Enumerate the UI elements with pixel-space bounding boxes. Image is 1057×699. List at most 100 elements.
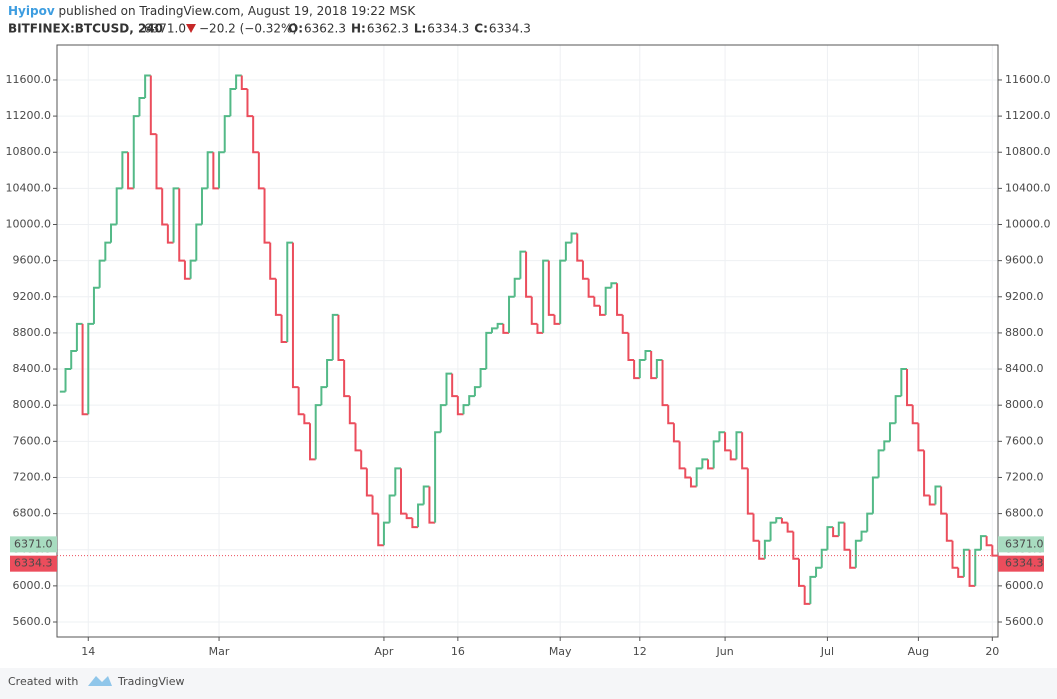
published: published on TradingView.com, August 19,…	[58, 4, 416, 18]
step	[587, 278, 595, 298]
step	[661, 360, 669, 407]
y-tick-label: 9200.0	[13, 290, 52, 303]
step	[729, 450, 737, 461]
x-tick-label: 14	[81, 645, 95, 658]
step	[286, 241, 293, 342]
x-tick-label: May	[549, 645, 572, 658]
step	[212, 152, 220, 190]
step	[519, 250, 527, 279]
step	[934, 485, 942, 505]
x-tick-label: Apr	[374, 645, 394, 658]
step	[888, 422, 896, 442]
step	[110, 223, 117, 243]
y-tick-label: 8000.0	[13, 398, 52, 411]
y-tick-label: 8400.0	[13, 362, 52, 375]
step	[616, 283, 623, 316]
price-box	[998, 536, 1044, 553]
step	[195, 223, 202, 261]
step	[473, 386, 481, 397]
step	[655, 359, 663, 379]
step	[735, 431, 743, 460]
step	[377, 513, 384, 547]
y-tick-label: 11600.0	[1005, 73, 1051, 86]
step	[968, 549, 976, 587]
step	[917, 423, 925, 452]
y-tick-label: 11600.0	[6, 73, 52, 86]
step	[263, 188, 271, 244]
y-tick-label: 10800.0	[6, 145, 52, 158]
y-tick-label: 8000.0	[1005, 398, 1044, 411]
step	[820, 548, 828, 568]
price-box	[10, 536, 57, 553]
y-tick-label: 8800.0	[1005, 326, 1044, 339]
step	[763, 539, 771, 559]
step	[746, 468, 754, 515]
step	[627, 332, 635, 362]
step	[513, 277, 521, 297]
y-tick-label: 10000.0	[6, 218, 52, 231]
step	[701, 458, 709, 469]
step	[985, 536, 993, 547]
step	[269, 242, 276, 280]
step	[121, 151, 129, 189]
step	[206, 151, 214, 189]
step	[633, 360, 640, 380]
ohlc-key: H:	[351, 22, 366, 36]
y-tick-label: 10400.0	[1005, 181, 1051, 194]
price-label: 6371.0	[14, 537, 53, 550]
x-tick-label: Aug	[908, 645, 929, 658]
step	[115, 187, 123, 225]
step	[786, 522, 794, 533]
y-tick-label: 11200.0	[6, 109, 52, 122]
step	[274, 278, 282, 316]
step	[672, 423, 680, 443]
step	[417, 503, 424, 528]
y-tick-label: 8400.0	[1005, 362, 1044, 375]
step	[581, 260, 589, 280]
y-tick-label: 6800.0	[13, 507, 52, 520]
y-tick-label: 9200.0	[1005, 290, 1044, 303]
step	[610, 282, 618, 288]
step	[974, 548, 981, 586]
step	[291, 242, 299, 389]
step	[479, 368, 487, 388]
step	[667, 405, 674, 425]
step	[70, 349, 77, 370]
price-box	[998, 555, 1044, 572]
y-tick-label: 11200.0	[1005, 109, 1051, 122]
step	[303, 414, 311, 425]
step	[803, 585, 811, 605]
step	[837, 521, 845, 537]
ohlc-key: L:	[414, 22, 426, 36]
step	[832, 527, 839, 538]
step	[712, 440, 720, 469]
step	[451, 373, 458, 398]
step	[547, 260, 555, 316]
step	[98, 259, 106, 288]
step	[843, 522, 851, 551]
step	[388, 494, 396, 523]
x-tick-label: 12	[633, 645, 647, 658]
step	[689, 477, 697, 488]
step	[797, 558, 805, 587]
step	[644, 349, 652, 361]
step	[149, 75, 157, 136]
step	[297, 387, 305, 416]
step	[434, 431, 441, 523]
step	[911, 405, 919, 425]
step	[576, 233, 583, 262]
step	[257, 152, 265, 190]
step	[394, 467, 401, 496]
footer-created: Created with	[8, 675, 78, 688]
step	[621, 314, 629, 334]
step	[928, 495, 936, 506]
plot-frame	[56, 44, 999, 638]
step	[826, 526, 834, 550]
step	[638, 359, 646, 379]
step	[678, 441, 686, 470]
y-tick-label: 10800.0	[1005, 145, 1051, 158]
price-label: 6334.3	[1005, 557, 1044, 570]
step	[280, 314, 288, 343]
